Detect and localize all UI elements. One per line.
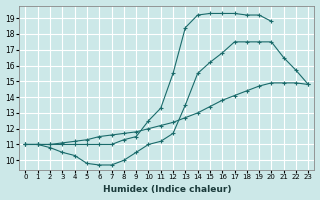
X-axis label: Humidex (Indice chaleur): Humidex (Indice chaleur) [103,185,231,194]
